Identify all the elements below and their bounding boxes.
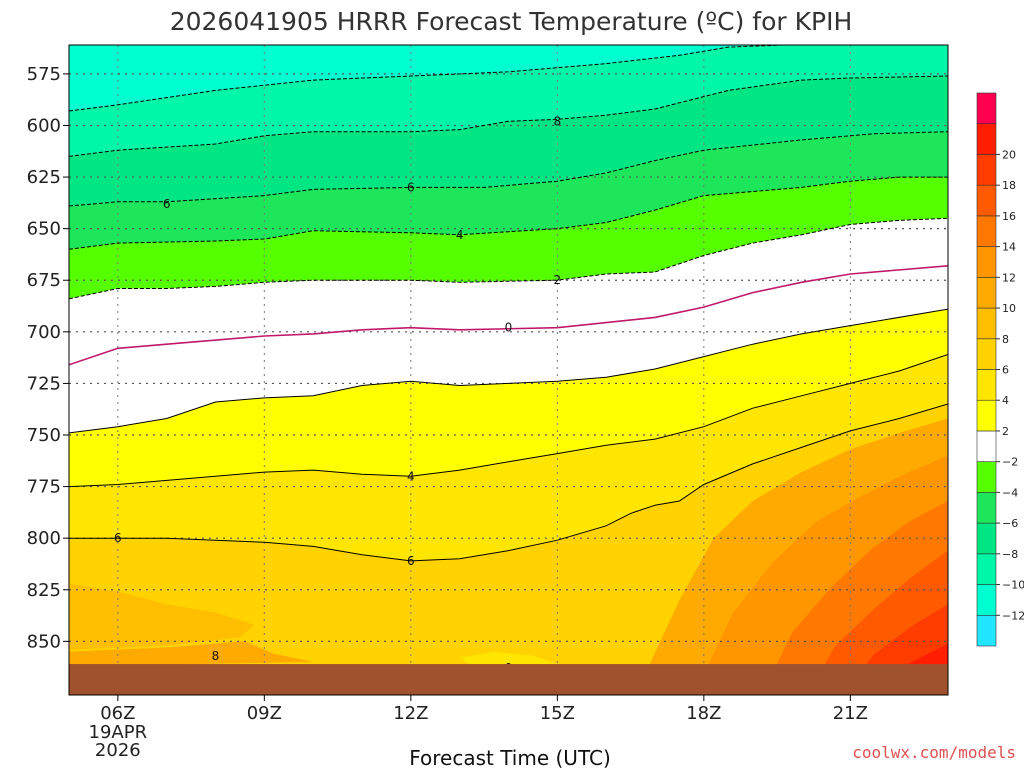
colorbar-swatch-11 [976,277,997,309]
colorbar-label-13: 16 [1002,210,1016,223]
colorbar-label-8: 6 [1002,364,1009,377]
colorbar-label-9: 8 [1002,333,1009,346]
temp-band-6 [69,265,948,433]
colorbar-swatch-6 [976,430,997,462]
colorbar-swatch-0 [976,614,997,647]
y-tick-label-750: 750 [27,425,61,446]
temperature-bands [69,45,948,695]
y-tick-label-575: 575 [27,64,61,85]
colorbar-label-10: 10 [1002,302,1016,315]
temp-band-7 [69,309,948,487]
x-tick-label-18Z: 18Z [686,703,721,724]
x-tick-label-21Z: 21Z [833,703,868,724]
contour--8-1 [69,75,948,157]
contour--8-0 [69,45,798,112]
y-tick-label-625: 625 [27,167,61,188]
colorbar-swatch-15 [976,154,997,186]
colorbar-label-3: −6 [1002,517,1018,530]
colorbar-swatch-7 [976,399,997,432]
temp-band-3 [69,131,948,250]
credit-link[interactable]: coolwx.com/models [852,743,1016,762]
contour-label-6: 4 [407,469,415,483]
colorbar-swatch-8 [976,369,997,401]
colorbar-label-6: 2 [1002,425,1009,438]
isotherm-contours: 86642046680 [69,45,948,675]
contour-4-7 [69,354,948,488]
x-tick-label-09Z: 09Z [247,703,282,724]
colorbar-swatch-10 [976,307,997,340]
colorbar-label-15: 20 [1002,148,1016,161]
colorbar-label-7: 4 [1002,394,1009,407]
contour-label-3: 4 [456,228,464,242]
y-tick-label-850: 850 [27,631,61,652]
x-tick-sublabel-0: 19APR [89,722,148,743]
warm-band-8 [459,651,558,664]
contour-label-8: 6 [114,531,122,545]
colorbar-swatch-9 [976,338,997,370]
contour-label-9: 8 [212,649,220,663]
y-tick-label-775: 775 [27,477,61,498]
colorbar-swatch-5 [976,461,997,493]
contour-label-1: 6 [407,180,415,194]
colorbar-label-11: 12 [1002,271,1016,284]
contour-6-8 [69,403,948,562]
y-tick-label-650: 650 [27,219,61,240]
plot-frame [68,44,949,696]
colorbar-label-0: −12 [1002,609,1024,622]
color-legend: −12 −10 −8 −6 −4 −2 2 4 6 8 10 12 14 16 18 20 [976,92,1024,647]
y-tick-label-800: 800 [27,528,61,549]
contour-2-6 [69,308,948,434]
y-tick-label-675: 675 [27,270,61,291]
colorbar-label-2: −8 [1002,548,1018,561]
temp-band-8 [69,354,948,561]
ground-surface [69,664,948,695]
temp-band-5 [69,218,948,365]
x-tick-sublabel-1: 2026 [95,740,141,761]
contour-label-0: 8 [554,114,562,128]
colorbar-label-12: 14 [1002,241,1016,254]
contour--6-2 [69,131,948,207]
temp-band-1 [69,45,948,157]
colorbar-swatch-3 [976,522,997,555]
x-tick-label-12Z: 12Z [393,703,428,724]
contour-label-7: 6 [407,554,415,568]
contour-label-2: 6 [163,197,171,211]
temp-band-4 [69,177,948,299]
temp-band-0 [69,45,784,111]
ground-layer [69,664,948,695]
temp-band-2 [69,76,948,206]
warm-band-6 [69,583,255,650]
contour-label-5: 0 [505,321,513,335]
x-axis-label: Forecast Time (UTC) [409,746,611,768]
y-axis: 575 600 625 650 675 700 725 750 775 800 825 850 [27,64,69,652]
contour--4-3 [69,176,948,250]
contour-label-4: 2 [554,273,562,287]
x-tick-label-06Z: 06Z [100,703,135,724]
colorbar-label-14: 18 [1002,179,1016,192]
colorbar-swatch-4 [976,492,997,524]
colorbar-swatch-14 [976,184,997,217]
warm-band-7 [69,641,314,667]
colorbar-label-1: −10 [1002,579,1024,592]
colorbar-swatch-17 [976,92,997,125]
contour--2-4 [69,217,948,300]
colorbar-swatch-1 [976,584,997,616]
colorbar-label-5: −2 [1002,456,1018,469]
y-tick-label-725: 725 [27,373,61,394]
colorbar-swatch-16 [976,123,997,155]
colorbar-swatch-2 [976,553,997,585]
colorbar-label-4: −4 [1002,486,1018,499]
chart-title: 2026041905 HRRR Forecast Temperature (ºC… [170,7,853,36]
x-tick-label-15Z: 15Z [540,703,575,724]
colorbar-swatch-13 [976,215,997,247]
contour-0-5 [69,265,948,366]
y-tick-label-700: 700 [27,322,61,343]
colorbar-swatch-12 [976,246,997,278]
y-tick-label-825: 825 [27,580,61,601]
y-tick-label-600: 600 [27,115,61,136]
